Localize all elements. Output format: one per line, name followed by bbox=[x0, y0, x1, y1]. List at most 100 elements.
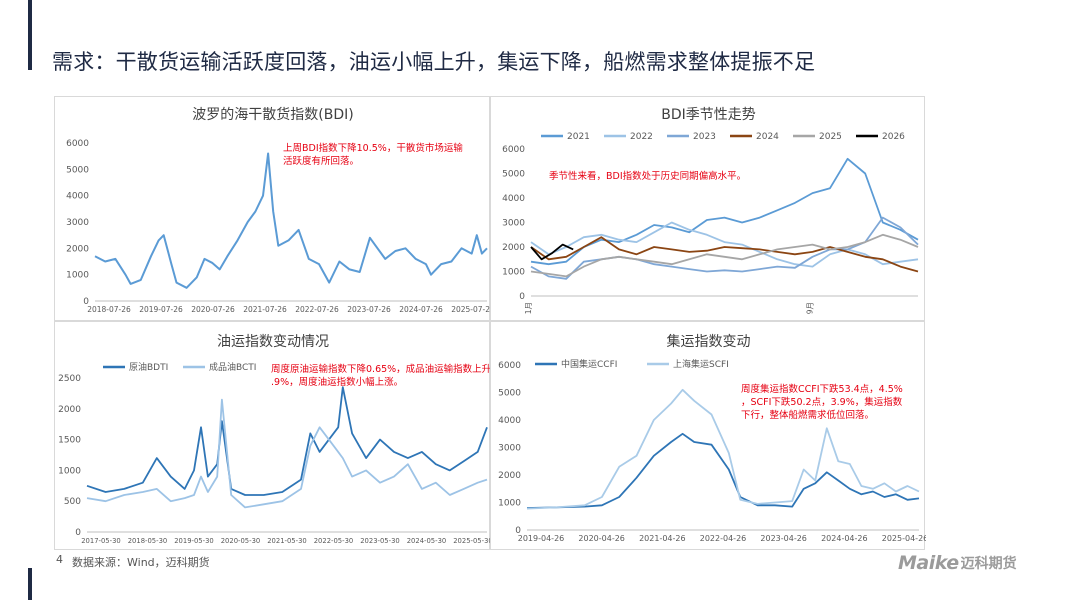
oil-ytick-3: 1500 bbox=[58, 436, 81, 446]
oil-xtick-8: 2025-05-30 bbox=[453, 537, 491, 545]
oil-series-0 bbox=[86, 386, 488, 496]
bdi_seasonal-ytick-2: 2000 bbox=[502, 243, 525, 253]
bdi-ytick-2: 2000 bbox=[66, 244, 89, 254]
oil-xtick-1: 2018-05-30 bbox=[128, 537, 168, 545]
bdi_seasonal-xtick-0: 1月 bbox=[524, 302, 533, 314]
oil-title: 油运指数变动情况 bbox=[217, 334, 329, 350]
oil-ytick-1: 500 bbox=[64, 497, 81, 507]
container-xtick-4: 2023-04-26 bbox=[760, 534, 807, 543]
bdi-series-0 bbox=[94, 152, 488, 289]
container-ytick-6: 6000 bbox=[498, 361, 521, 371]
bdi-annotation-line-0: 上周BDI指数下降10.5%，干散货市场运输 bbox=[283, 142, 463, 154]
oil-xtick-3: 2020-05-30 bbox=[221, 537, 261, 545]
bdi_seasonal-ytick-3: 3000 bbox=[502, 219, 525, 229]
bdi-ytick-3: 3000 bbox=[66, 218, 89, 228]
bdi-xtick-0: 2018-07-26 bbox=[87, 305, 131, 314]
data-source: 数据来源：Wind，迈科期货 bbox=[72, 556, 210, 569]
container-title: 集运指数变动 bbox=[667, 333, 751, 350]
bdi_seasonal-series-0 bbox=[530, 157, 919, 266]
bdi-seasonal-chart-panel: BDI季节性走势 0 1000 2000 3000 4000 5000 6000 1月 9月 202… bbox=[490, 96, 925, 321]
bdi-ytick-0: 0 bbox=[83, 297, 89, 307]
oil-ytick-4: 2000 bbox=[58, 405, 81, 415]
bdi_seasonal-series-5 bbox=[530, 243, 574, 261]
bdi-xtick-6: 2024-07-26 bbox=[399, 305, 443, 314]
oil-annotation-line-0: 周度原油运输指数下降0.65%，成品油运输指数上升3 bbox=[271, 363, 491, 375]
oil-xtick-4: 2021-05-30 bbox=[267, 537, 307, 545]
bdi-chart-panel: 波罗的海干散货指数(BDI) 0 1000 2000 3000 4000 5000 6000 2… bbox=[54, 96, 491, 321]
oil-xtick-7: 2024-05-30 bbox=[407, 537, 447, 545]
bdi-ytick-5: 5000 bbox=[66, 165, 89, 175]
company-logo: Maike 迈科期货 bbox=[898, 552, 1017, 574]
oil-xtick-2: 2019-05-30 bbox=[174, 537, 214, 545]
bdi-xtick-3: 2021-07-26 bbox=[243, 305, 287, 314]
container-annotation-line-2: 下行，整体船燃需求低位回落。 bbox=[741, 409, 874, 421]
bdi_seasonal-legend-label-3: 2024 bbox=[756, 132, 779, 142]
container-xtick-2: 2021-04-26 bbox=[639, 534, 686, 543]
accent-bar-bottom bbox=[28, 568, 32, 600]
bdi_seasonal-legend-label-1: 2022 bbox=[630, 132, 653, 142]
bdi-seasonal-chart: BDI季节性走势 0 1000 2000 3000 4000 5000 6000 1月 9月 202… bbox=[502, 107, 919, 314]
bdi_seasonal-legend-label-5: 2026 bbox=[882, 132, 905, 142]
bdi-annotation-line-1: 活跃度有所回落。 bbox=[283, 155, 359, 167]
container-ytick-1: 1000 bbox=[498, 499, 521, 509]
oil-series-1 bbox=[86, 398, 488, 509]
container-xtick-3: 2022-04-26 bbox=[700, 534, 747, 543]
bdi_seasonal-series-3 bbox=[530, 236, 919, 273]
accent-bar-top bbox=[28, 0, 32, 70]
bdi_seasonal-legend-label-0: 2021 bbox=[567, 132, 590, 142]
bdi-xtick-7: 2025-07-26 bbox=[451, 305, 491, 314]
oil-xtick-5: 2022-05-30 bbox=[314, 537, 354, 545]
container-xtick-5: 2024-04-26 bbox=[821, 534, 868, 543]
bdi-chart: 波罗的海干散货指数(BDI) 0 1000 2000 3000 4000 5000 6000 2… bbox=[66, 106, 491, 314]
container-annotation-line-0: 周度集运指数CCFI下跌53.4点，4.5% bbox=[741, 383, 903, 395]
bdi_seasonal-ytick-4: 4000 bbox=[502, 194, 525, 204]
page-number: 4 bbox=[56, 553, 63, 566]
bdi-ytick-1: 1000 bbox=[66, 271, 89, 281]
bdi_seasonal-ytick-6: 6000 bbox=[502, 145, 525, 155]
logo-cn-text: 迈科期货 bbox=[960, 556, 1017, 572]
bdi_seasonal-title: BDI季节性走势 bbox=[661, 107, 756, 123]
bdi-xtick-5: 2023-07-26 bbox=[347, 305, 391, 314]
oil-freight-chart: 油运指数变动情况 0 500 1000 1500 2000 2500 2017-05-30 20… bbox=[58, 334, 491, 545]
logo-mark: Maike bbox=[898, 552, 959, 574]
page-title: 需求：干散货运输活跃度回落，油运小幅上升，集运下降，船燃需求整体提振不足 bbox=[52, 50, 816, 74]
oil-chart-panel: 油运指数变动情况 0 500 1000 1500 2000 2500 2017-05-30 20… bbox=[54, 321, 491, 550]
bdi_seasonal-xtick-1: 9月 bbox=[805, 302, 814, 314]
oil-legend-label-0: 原油BDTI bbox=[129, 361, 168, 373]
oil-ytick-2: 1000 bbox=[58, 466, 81, 476]
bdi_seasonal-legend-label-4: 2025 bbox=[819, 132, 842, 142]
oil-xtick-6: 2023-05-30 bbox=[360, 537, 400, 545]
oil-ytick-5: 2500 bbox=[58, 374, 81, 384]
container-legend-label-0: 中国集运CCFI bbox=[561, 358, 617, 370]
bdi_seasonal-series-4 bbox=[530, 233, 919, 278]
container-series-0 bbox=[526, 432, 920, 509]
oil-xtick-0: 2017-05-30 bbox=[81, 537, 121, 545]
container-annotation-line-1: ，SCFI下跌50.2点，3.9%，集运指数 bbox=[741, 396, 903, 408]
bdi-ytick-6: 6000 bbox=[66, 139, 89, 149]
oil-ytick-0: 0 bbox=[75, 528, 81, 538]
bdi-xtick-2: 2020-07-26 bbox=[191, 305, 235, 314]
container-freight-chart: 集运指数变动 0 1000 2000 3000 4000 5000 6000 2019-04-2… bbox=[498, 333, 926, 543]
container-xtick-1: 2020-04-26 bbox=[578, 534, 625, 543]
bdi_seasonal-series-2 bbox=[530, 216, 919, 280]
container-series-1 bbox=[526, 388, 920, 510]
bdi_seasonal-ytick-0: 0 bbox=[519, 292, 525, 302]
container-ytick-3: 3000 bbox=[498, 444, 521, 454]
oil-legend-label-1: 成品油BCTI bbox=[209, 361, 256, 373]
container-chart-panel: 集运指数变动 0 1000 2000 3000 4000 5000 6000 2019-04-2… bbox=[490, 321, 926, 550]
container-xtick-0: 2019-04-26 bbox=[518, 534, 565, 543]
container-ytick-4: 4000 bbox=[498, 416, 521, 426]
bdi-title: 波罗的海干散货指数(BDI) bbox=[192, 106, 353, 123]
bdi_seasonal-ytick-5: 5000 bbox=[502, 170, 525, 180]
bdi_seasonal-ytick-1: 1000 bbox=[502, 268, 525, 278]
bdi-xtick-1: 2019-07-26 bbox=[139, 305, 183, 314]
container-ytick-2: 2000 bbox=[498, 471, 521, 481]
bdi-ytick-4: 4000 bbox=[66, 192, 89, 202]
bdi_seasonal-series-1 bbox=[530, 221, 919, 268]
oil-annotation-line-1: .9%，周度油运指数小幅上涨。 bbox=[271, 376, 403, 388]
bdi_seasonal-legend-label-2: 2023 bbox=[693, 132, 716, 142]
container-ytick-0: 0 bbox=[515, 526, 521, 536]
container-ytick-5: 5000 bbox=[498, 389, 521, 399]
bdi-xtick-4: 2022-07-26 bbox=[295, 305, 339, 314]
container-xtick-6: 2025-04-26 bbox=[882, 534, 926, 543]
